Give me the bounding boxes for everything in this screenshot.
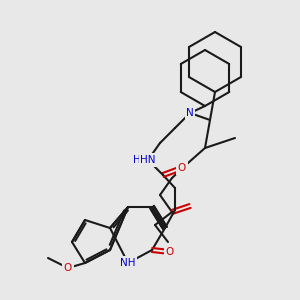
Text: O: O: [178, 163, 186, 173]
Text: O: O: [166, 247, 174, 257]
Text: HN: HN: [133, 155, 148, 165]
Text: HN: HN: [140, 155, 156, 165]
Text: N: N: [186, 108, 194, 118]
Text: NH: NH: [120, 258, 136, 268]
Text: N: N: [186, 108, 194, 118]
Text: O: O: [64, 263, 72, 273]
Text: O: O: [64, 263, 72, 273]
Text: NH: NH: [120, 258, 136, 268]
